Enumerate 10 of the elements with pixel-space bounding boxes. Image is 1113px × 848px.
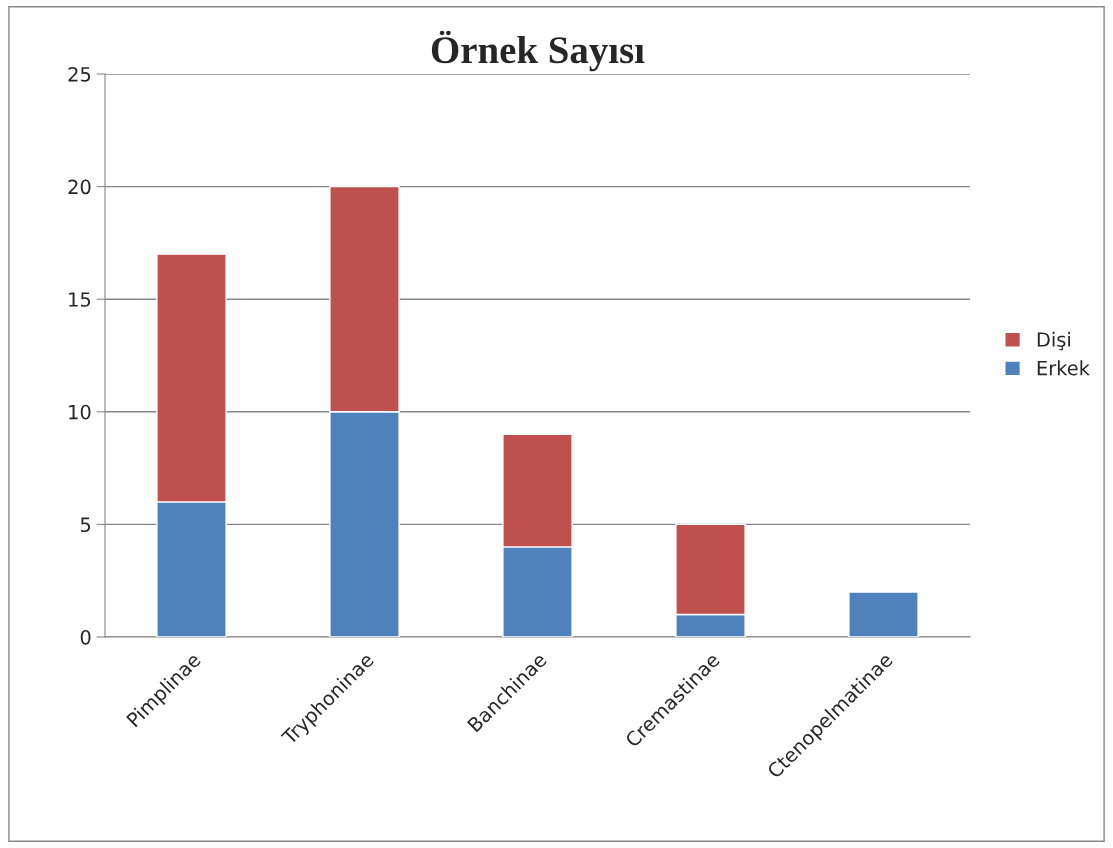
chart-title: Örnek Sayısı xyxy=(431,30,645,72)
bar xyxy=(848,591,919,637)
y-tick-label: 10 xyxy=(69,404,91,420)
y-tick-label: 15 xyxy=(69,292,91,307)
y-tick-label: 0 xyxy=(80,629,91,645)
y-tick-label: 25 xyxy=(68,66,91,82)
y-tick-label: 5 xyxy=(80,517,91,533)
legend-label: Erkek xyxy=(1037,360,1090,376)
legend-label: Dişi xyxy=(1037,331,1070,351)
y-tick-label: 20 xyxy=(68,179,91,195)
